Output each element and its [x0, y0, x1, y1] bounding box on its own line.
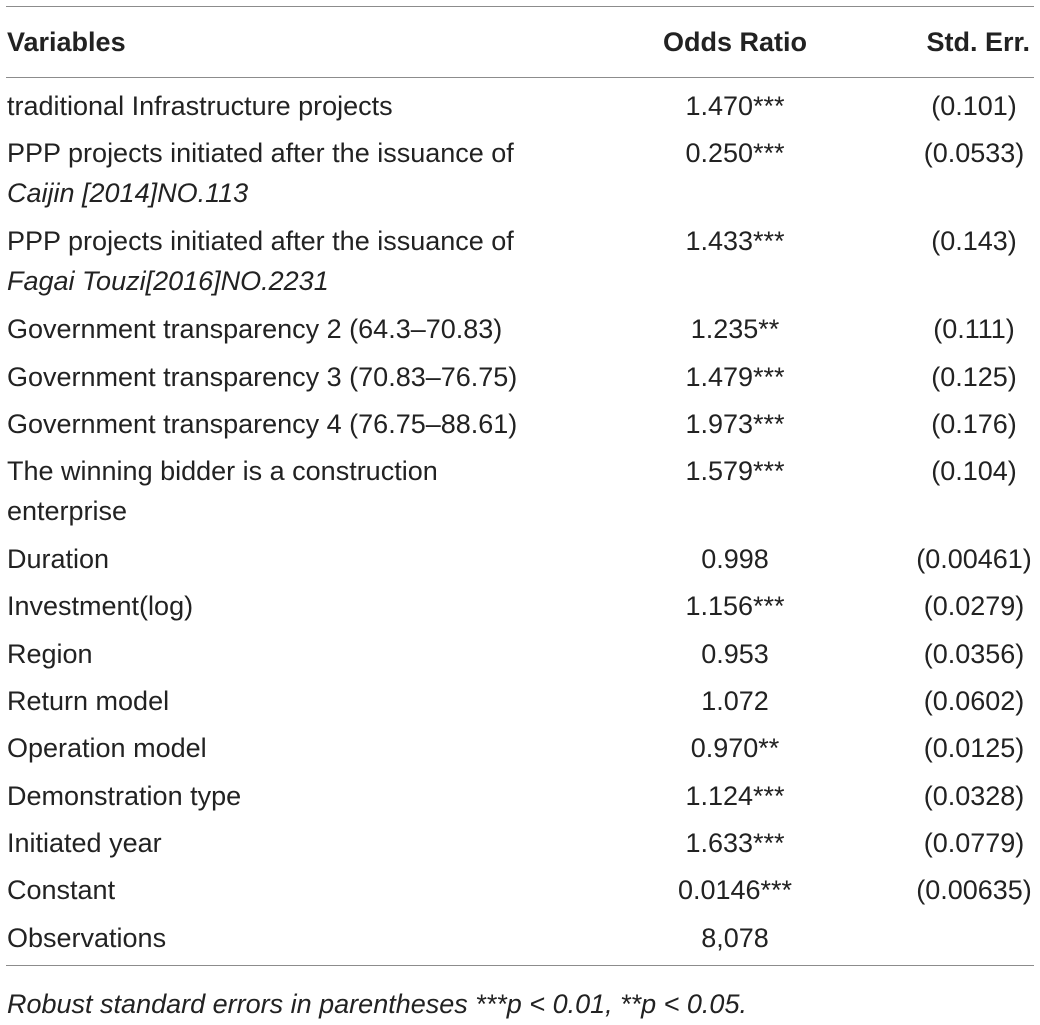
header-rule [6, 77, 1034, 78]
row-variable: Initiated year [7, 827, 162, 858]
table-row: Constant 0.0146*** (0.00635) [6, 870, 1034, 917]
row-odds-ratio: 1.433*** [685, 226, 785, 257]
table-row: Return model 1.072 (0.0602) [6, 681, 1034, 728]
row-odds-ratio: 1.124*** [685, 780, 785, 811]
row-std-err: (0.143) [931, 226, 1017, 257]
row-std-err: (0.0779) [923, 827, 1025, 858]
row-variable-line2: enterprise [7, 496, 128, 527]
row-odds-ratio: 1.973*** [685, 408, 785, 439]
header-odds-ratio: Odds Ratio [662, 27, 807, 57]
table-row: The winning bidder is a construction ent… [6, 451, 1034, 539]
regression-table: Variables Odds Ratio Std. Err. tradition… [6, 6, 1034, 1024]
row-odds-ratio: 1.235** [690, 314, 780, 345]
row-std-err: (0.104) [931, 456, 1017, 487]
row-odds-ratio: 1.072 [701, 686, 769, 717]
row-variable: Demonstration type [7, 780, 242, 811]
table-row: Region 0.953 (0.0356) [6, 634, 1034, 681]
table-row: traditional Infrastructure projects 1.47… [6, 86, 1034, 133]
row-variable: PPP projects initiated after the issuanc… [7, 226, 514, 257]
row-std-err: (0.00461) [916, 544, 1032, 575]
table-row: Government transparency 3 (70.83–76.75) … [6, 357, 1034, 404]
table-body: traditional Infrastructure projects 1.47… [6, 78, 1034, 965]
row-std-err: (0.0602) [923, 686, 1025, 717]
row-odds-ratio: 0.250*** [685, 138, 785, 169]
row-variable: Government transparency 2 (64.3–70.83) [7, 314, 503, 345]
row-std-err: (0.00635) [916, 875, 1032, 906]
row-variable: Region [7, 638, 93, 669]
row-std-err: (0.101) [931, 91, 1017, 121]
table-row: Initiated year 1.633*** (0.0779) [6, 823, 1034, 870]
header-std-err: Std. Err. [926, 27, 1030, 57]
table-row: PPP projects initiated after the issuanc… [6, 133, 1034, 221]
row-variable: Government transparency 3 (70.83–76.75) [7, 361, 518, 392]
row-variable: Duration [7, 544, 110, 575]
top-rule [6, 6, 1034, 7]
row-odds-ratio: 1.479*** [685, 361, 785, 392]
row-odds-ratio: 0.998 [701, 544, 769, 575]
table-row: Duration 0.998 (0.00461) [6, 539, 1034, 586]
header-row: Variables Odds Ratio Std. Err. [6, 7, 1034, 77]
row-std-err: (0.0356) [923, 638, 1025, 669]
header-variables: Variables [7, 27, 126, 57]
row-std-err: (0.176) [931, 408, 1017, 439]
row-std-err: (0.111) [933, 314, 1015, 345]
table-row: PPP projects initiated after the issuanc… [6, 221, 1034, 309]
table-row: Government transparency 2 (64.3–70.83) 1… [6, 309, 1034, 356]
row-odds-ratio: 0.970** [690, 733, 780, 764]
row-variable: Constant [7, 875, 116, 906]
table-row: Observations 8,078 [6, 918, 1034, 965]
row-odds-ratio: 1.156*** [685, 591, 785, 622]
row-variable: Government transparency 4 (76.75–88.61) [7, 408, 518, 439]
row-std-err: (0.0279) [923, 591, 1025, 622]
row-variable-italic: Fagai Touzi[2016]NO.2231 [7, 266, 329, 297]
row-variable: Investment(log) [7, 591, 194, 622]
table-row: Operation model 0.970** (0.0125) [6, 728, 1034, 775]
row-odds-ratio: 0.0146*** [677, 875, 793, 906]
row-odds-ratio: 8,078 [701, 922, 769, 953]
row-odds-ratio: 1.579*** [685, 456, 785, 487]
table-row: Investment(log) 1.156*** (0.0279) [6, 586, 1034, 633]
table-footnote: Robust standard errors in parentheses **… [7, 988, 747, 1019]
row-std-err: (0.125) [931, 361, 1017, 392]
row-variable: Return model [7, 686, 170, 717]
table-row: Government transparency 4 (76.75–88.61) … [6, 404, 1034, 451]
row-std-err: (0.0328) [923, 780, 1025, 811]
bottom-rule [6, 964, 1034, 966]
row-odds-ratio: 0.953 [701, 638, 769, 669]
row-odds-ratio: 1.470*** [685, 91, 785, 121]
row-std-err: (0.0533) [923, 138, 1025, 169]
row-std-err: (0.0125) [923, 733, 1025, 764]
table-row: Demonstration type 1.124*** (0.0328) [6, 776, 1034, 823]
row-variable: PPP projects initiated after the issuanc… [7, 138, 514, 169]
row-variable: Observations [7, 922, 167, 953]
row-odds-ratio: 1.633*** [685, 827, 785, 858]
row-variable: The winning bidder is a construction [7, 456, 438, 487]
row-variable: traditional Infrastructure projects [7, 91, 393, 121]
row-variable: Operation model [7, 733, 207, 764]
row-variable-italic: Caijin [2014]NO.113 [7, 178, 249, 209]
